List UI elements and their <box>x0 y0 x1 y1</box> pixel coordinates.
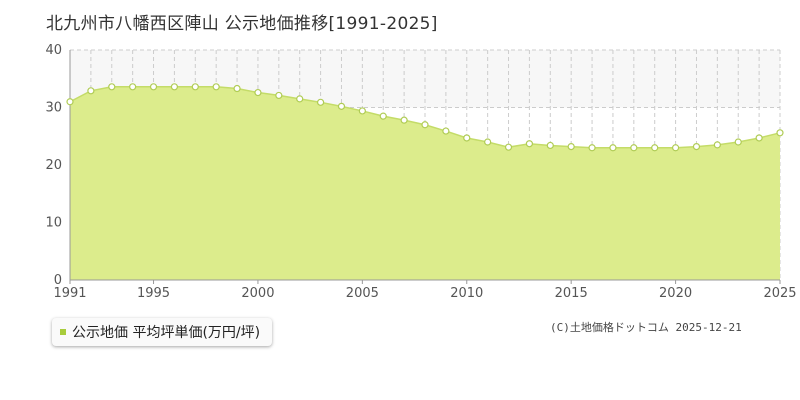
x-tick-label: 2015 <box>555 286 588 301</box>
series-area <box>70 86 780 280</box>
data-point <box>713 141 721 149</box>
data-point <box>66 98 74 106</box>
x-tick-label: 1995 <box>137 286 170 301</box>
legend: 公示地価 平均坪単価(万円/坪) <box>52 318 273 346</box>
data-point <box>546 141 554 150</box>
data-point <box>442 127 450 135</box>
data-point <box>358 107 366 115</box>
data-point <box>337 102 346 110</box>
data-point <box>254 88 262 97</box>
chart-title: 北九州市八幡西区陣山 公示地価推移[1991-2025] <box>46 14 438 34</box>
data-point <box>651 144 659 152</box>
legend-label: 公示地価 平均坪単価(万円/坪) <box>72 325 261 341</box>
data-point <box>567 143 575 151</box>
data-point <box>755 134 763 142</box>
data-point <box>275 91 283 100</box>
x-tick-label: 2025 <box>763 286 796 301</box>
data-point <box>212 83 220 91</box>
x-tick-label: 2010 <box>450 286 483 301</box>
data-point <box>630 144 638 152</box>
x-tick-label: 2020 <box>659 286 692 301</box>
data-point <box>87 87 95 95</box>
data-point <box>149 83 158 91</box>
x-tick-label: 1991 <box>53 286 86 301</box>
y-tick-label: 40 <box>45 43 62 58</box>
data-point <box>421 121 429 129</box>
data-point <box>504 143 513 151</box>
data-point <box>484 138 492 146</box>
y-tick-label: 10 <box>45 216 62 231</box>
legend-swatch-icon <box>60 329 66 335</box>
data-point <box>379 112 387 120</box>
credit-text: (C)土地価格ドットコム 2025-12-21 <box>550 321 742 334</box>
data-point <box>108 83 116 91</box>
data-point <box>463 134 471 142</box>
data-point <box>233 84 241 93</box>
y-tick-label: 0 <box>54 273 62 288</box>
data-point <box>316 98 325 106</box>
data-point <box>734 138 742 146</box>
data-point <box>525 140 534 148</box>
y-tick-label: 20 <box>45 158 62 173</box>
data-point <box>776 129 784 137</box>
data-point <box>609 144 617 152</box>
data-point <box>588 144 596 152</box>
x-tick-label: 2000 <box>241 286 274 301</box>
data-point <box>296 95 304 103</box>
x-tick-label: 2005 <box>346 286 379 301</box>
data-point <box>671 144 680 152</box>
data-point <box>129 83 137 91</box>
y-tick-label: 30 <box>45 101 62 116</box>
data-point <box>692 143 701 151</box>
data-point <box>170 83 179 91</box>
data-point <box>400 116 408 124</box>
data-point <box>191 83 199 91</box>
